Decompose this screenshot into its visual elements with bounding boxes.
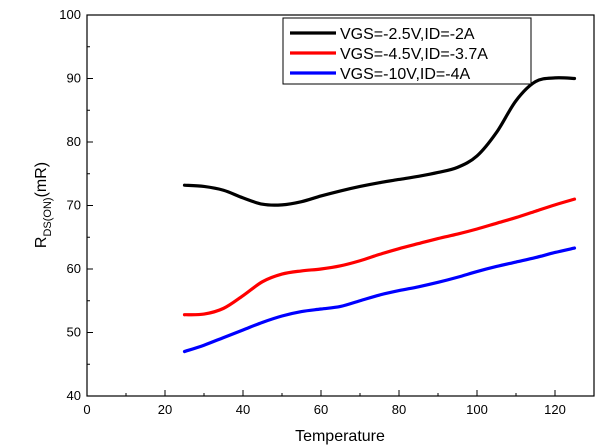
- y-tick-label: 100: [59, 7, 81, 22]
- y-axis-title-unit: (mR): [33, 162, 50, 198]
- series-line-3: [182, 246, 577, 354]
- y-tick-label: 50: [67, 325, 81, 340]
- y-tick-label: 90: [67, 71, 81, 86]
- x-tick-label: 100: [466, 402, 488, 417]
- series-line-2: [182, 197, 577, 317]
- x-tick-label: 120: [544, 402, 566, 417]
- x-axis-title: Temperature: [295, 428, 385, 445]
- legend-label-3: VGS=-10V,ID=-4A: [340, 66, 470, 83]
- y-tick-label: 60: [67, 261, 81, 276]
- x-tick-label: 0: [83, 402, 90, 417]
- legend: VGS=-2.5V,ID=-2A VGS=-4.5V,ID=-3.7A VGS=-1…: [282, 17, 532, 85]
- legend-label-2: VGS=-4.5V,ID=-3.7A: [340, 46, 488, 63]
- y-axis-title-main: R: [33, 237, 50, 249]
- x-tick-label: 80: [392, 402, 406, 417]
- y-tick-label: 80: [67, 134, 81, 149]
- y-tick-label: 40: [67, 388, 81, 403]
- x-tick-label: 20: [158, 402, 172, 417]
- series-lines: [182, 76, 577, 354]
- x-tick-label: 60: [314, 402, 328, 417]
- axis-ticks: 0 20 40 60 80 100 120 40 50 60 70 80 90 100: [59, 7, 595, 417]
- y-tick-label: 70: [67, 198, 81, 213]
- legend-label-1: VGS=-2.5V,ID=-2A: [340, 26, 475, 43]
- y-axis-title-subscript: DS(ON): [42, 197, 54, 236]
- y-axis-title: RDS(ON)(mR): [33, 162, 54, 248]
- series-line-1: [182, 76, 577, 207]
- x-tick-label: 40: [236, 402, 250, 417]
